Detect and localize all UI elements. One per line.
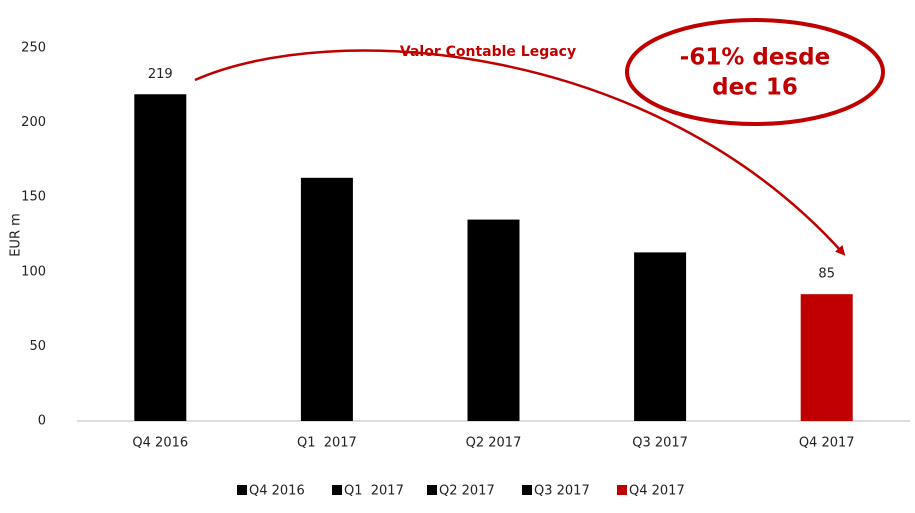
annotation: Valor Contable Legacy — [400, 44, 576, 60]
legend-swatch — [237, 485, 247, 495]
legend-label: Q3 2017 — [534, 484, 590, 499]
data-label: 85 — [818, 267, 835, 282]
legend-swatch — [617, 485, 627, 495]
data-label: 219 — [148, 67, 173, 82]
x-tick-label: Q1 2017 — [297, 436, 357, 451]
x-tick-label: Q4 2016 — [132, 436, 188, 451]
legend-label: Q4 2017 — [629, 484, 685, 499]
callout-ellipse — [625, 18, 885, 126]
legend-swatch — [427, 485, 437, 495]
y-tick-label: 50 — [29, 339, 46, 354]
bar — [634, 252, 687, 421]
arrow — [194, 49, 846, 256]
legend-label: Q2 2017 — [439, 484, 495, 499]
callout-text: dec 16 — [712, 75, 798, 101]
x-tick-label: Q3 2017 — [632, 436, 688, 451]
bar — [134, 94, 187, 421]
y-tick-label: 150 — [21, 190, 46, 205]
x-tick-label: Q2 2017 — [466, 436, 522, 451]
bar — [467, 219, 520, 421]
legend-swatch — [332, 485, 342, 495]
y-tick-label: 0 — [38, 414, 46, 429]
legend-swatch — [522, 485, 532, 495]
x-tick-label: Q4 2017 — [799, 436, 855, 451]
y-axis-label: EUR m — [9, 213, 24, 257]
y-tick-label: 200 — [21, 115, 46, 130]
callout-text: -61% desde — [680, 45, 830, 71]
y-tick-label: 250 — [21, 41, 46, 56]
legend-label: Q4 2016 — [249, 484, 305, 499]
bar — [800, 294, 853, 421]
y-tick-label: 100 — [21, 264, 46, 279]
legend-label: Q1 2017 — [344, 484, 404, 499]
bar — [300, 177, 353, 421]
